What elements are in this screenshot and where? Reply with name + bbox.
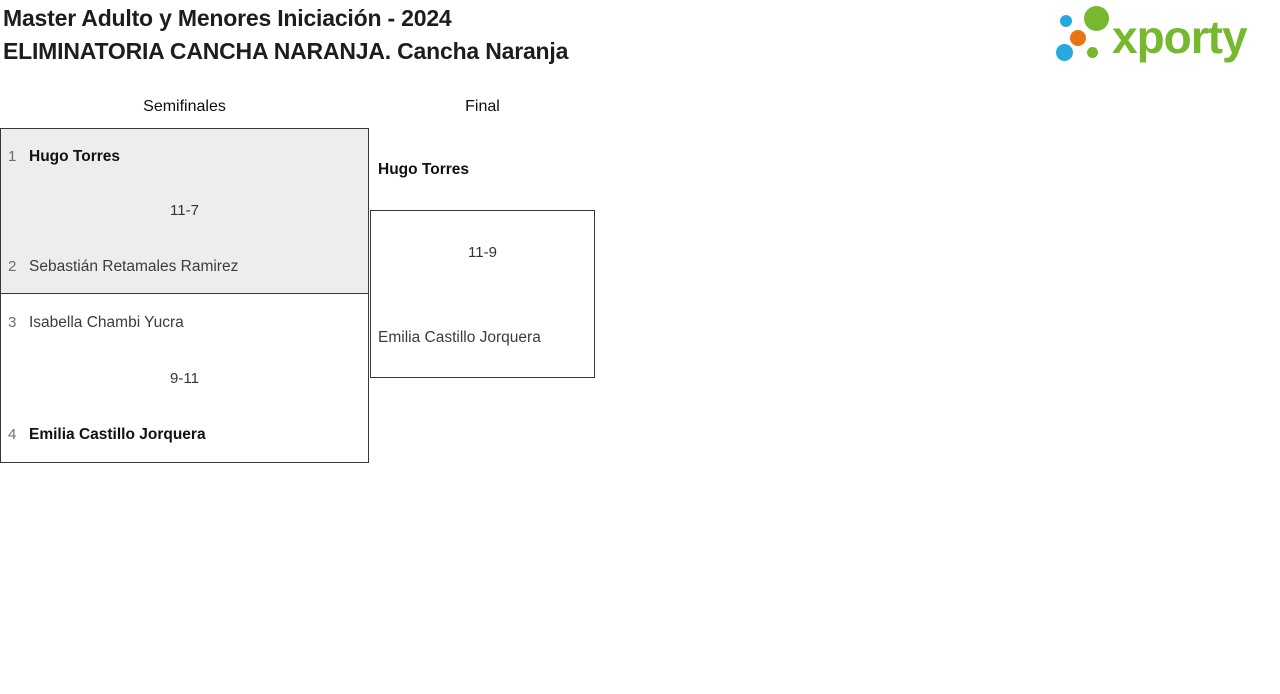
final-player-name: Emilia Castillo Jorquera bbox=[378, 329, 541, 346]
logo-dot-blue-large-icon bbox=[1056, 44, 1073, 61]
match-box-semifinal-2[interactable]: 3 Isabella Chambi Yucra 9-11 4 Emilia Cast… bbox=[0, 293, 369, 463]
player-name: Isabella Chambi Yucra bbox=[29, 314, 184, 331]
player-name: Hugo Torres bbox=[29, 148, 120, 165]
event-title-block: Master Adulto y Menores Iniciación - 202… bbox=[3, 2, 568, 68]
player-name: Sebastián Retamales Ramirez bbox=[29, 258, 239, 275]
player-row: 4 Emilia Castillo Jorquera bbox=[8, 425, 206, 445]
match-score: 9-11 bbox=[170, 370, 199, 387]
final-player-name: Hugo Torres bbox=[378, 161, 469, 178]
logo-dot-green-large-icon bbox=[1084, 6, 1109, 31]
match-box-semifinal-1[interactable]: 1 Hugo Torres 11-7 2 Sebastián Retamales R… bbox=[0, 128, 369, 294]
player-row: 1 Hugo Torres bbox=[8, 147, 120, 167]
player-name: Emilia Castillo Jorquera bbox=[29, 426, 206, 443]
logo-wordmark: xporty bbox=[1112, 11, 1248, 63]
player-seed: 1 bbox=[8, 148, 17, 165]
match-box-final[interactable] bbox=[370, 210, 595, 378]
event-title: Master Adulto y Menores Iniciación - 202… bbox=[3, 5, 452, 31]
round-header-final: Final bbox=[465, 98, 500, 115]
final-match-score: 11-9 bbox=[468, 244, 497, 261]
logo-dot-blue-small-icon bbox=[1060, 15, 1072, 27]
player-row: 2 Sebastián Retamales Ramirez bbox=[8, 257, 238, 277]
round-header-semifinales: Semifinales bbox=[143, 98, 226, 115]
player-seed: 2 bbox=[8, 258, 17, 275]
match-score: 11-7 bbox=[170, 202, 199, 219]
player-seed: 3 bbox=[8, 314, 17, 331]
player-row: 3 Isabella Chambi Yucra bbox=[8, 313, 184, 333]
player-seed: 4 bbox=[8, 426, 17, 443]
bracket-subtitle: ELIMINATORIA CANCHA NARANJA. Cancha Nara… bbox=[3, 38, 569, 64]
logo-dot-green-small-icon bbox=[1087, 47, 1098, 58]
xporty-logo[interactable]: xporty bbox=[1045, 0, 1280, 75]
logo-dot-orange-icon bbox=[1070, 30, 1086, 46]
